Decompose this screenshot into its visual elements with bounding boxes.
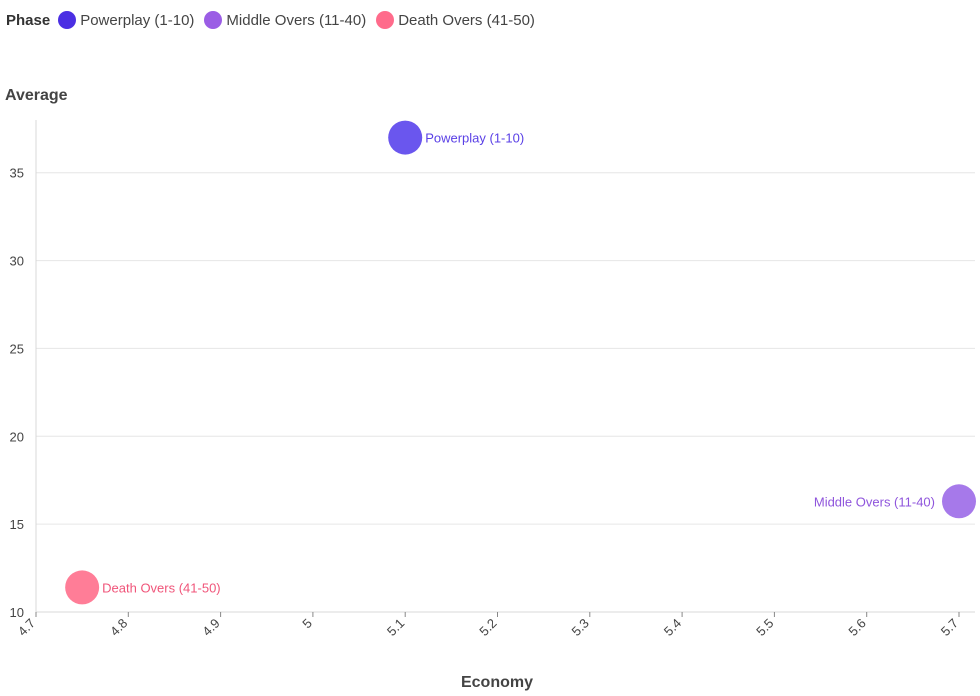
x-tick-label: 5.7 [938,616,961,639]
x-tick-label: 5 [299,616,315,632]
scatter-point[interactable] [942,484,976,519]
y-tick-label: 25 [10,341,24,356]
legend-swatch-death-overs [376,11,395,29]
grid-lines [36,172,975,613]
data-label: Death Overs (41-50) [102,580,220,595]
legend-title: Phase [6,11,51,29]
x-tick-label: 5.2 [476,616,499,639]
legend-swatch-powerplay [58,11,77,29]
x-tick-label: 5.5 [753,616,776,639]
scatter-point[interactable] [65,570,100,605]
x-tick-label: 4.8 [107,616,130,639]
y-tick-label: 35 [10,166,24,181]
chart-legend: Phase Powerplay (1-10) Middle Overs (11-… [6,9,545,31]
data-label: Powerplay (1-10) [425,131,524,146]
y-tick-label: 10 [10,605,24,620]
data-label: Middle Overs (11-40) [814,494,935,509]
y-tick-label: 15 [10,517,24,532]
legend-item-powerplay[interactable]: Powerplay (1-10) [58,11,194,29]
y-tick-label: 20 [10,429,24,444]
x-tick-label: 4.9 [199,616,222,639]
scatter-point[interactable] [388,120,423,155]
legend-item-middle-overs[interactable]: Middle Overs (11-40) [204,11,366,29]
x-axis-title: Economy [461,674,533,691]
x-tick-label: 5.1 [384,616,407,639]
x-tick-label: 5.4 [661,616,684,639]
legend-label-death-overs: Death Overs (41-50) [398,11,535,29]
y-tick-label: 30 [10,254,24,269]
x-tick-label: 5.3 [569,616,592,639]
legend-label-middle-overs: Middle Overs (11-40) [226,11,367,29]
legend-swatch-middle-overs [204,11,223,29]
data-points [65,120,976,605]
point-labels: Powerplay (1-10) Middle Overs (11-40) Deat… [102,131,935,596]
legend-label-powerplay: Powerplay (1-10) [80,11,195,29]
x-tick-label: 5.6 [845,616,868,639]
y-axis-title: Average [5,87,68,104]
legend-item-death-overs[interactable]: Death Overs (41-50) [376,11,535,29]
